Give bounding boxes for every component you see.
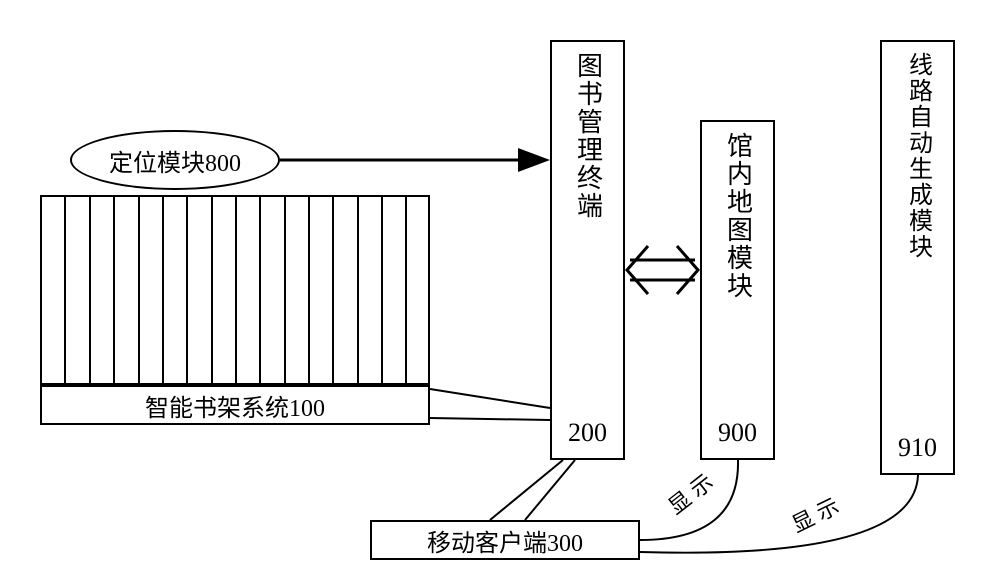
book-spine bbox=[162, 195, 164, 385]
positioning-module-ellipse: 定位模块800 bbox=[70, 130, 280, 190]
book-spine bbox=[357, 195, 359, 385]
positioning-module-label: 定位模块800 bbox=[109, 143, 241, 178]
book-spine bbox=[235, 195, 237, 385]
route-autogen-module-box: 线路自动生成模块 910 bbox=[880, 40, 955, 475]
book-spine bbox=[259, 195, 261, 385]
book-spine bbox=[186, 195, 188, 385]
book-spine bbox=[284, 195, 286, 385]
library-terminal-number: 200 bbox=[568, 418, 607, 448]
route-autogen-module-number: 910 bbox=[898, 433, 937, 463]
inhouse-map-module-box: 馆内地图模块 900 bbox=[700, 120, 775, 460]
book-spine bbox=[211, 195, 213, 385]
diagram-stage: 智能书架系统100 定位模块800 图书管理终端 200 馆内地图模块 900 … bbox=[0, 0, 1000, 583]
book-spine bbox=[89, 195, 91, 385]
mobile-client-label: 移动客户端300 bbox=[427, 523, 583, 558]
edge-label-display-1: 显 示 bbox=[660, 465, 719, 521]
bookshelf-label: 智能书架系统100 bbox=[145, 388, 325, 423]
book-spine bbox=[405, 195, 407, 385]
book-spine bbox=[113, 195, 115, 385]
library-terminal-box: 图书管理终端 200 bbox=[550, 40, 625, 460]
edge-label-display-2: 显 示 bbox=[785, 489, 844, 539]
book-spine bbox=[64, 195, 66, 385]
book-spine bbox=[308, 195, 310, 385]
inhouse-map-module-number: 900 bbox=[718, 418, 757, 448]
mobile-client-box: 移动客户端300 bbox=[370, 520, 640, 560]
book-spine bbox=[332, 195, 334, 385]
book-spine bbox=[381, 195, 383, 385]
inhouse-map-module-label: 馆内地图模块 bbox=[725, 132, 751, 300]
book-spine bbox=[138, 195, 140, 385]
library-terminal-label: 图书管理终端 bbox=[575, 52, 601, 220]
bookshelf-label-box: 智能书架系统100 bbox=[40, 385, 430, 425]
route-autogen-module-label: 线路自动生成模块 bbox=[906, 52, 930, 260]
